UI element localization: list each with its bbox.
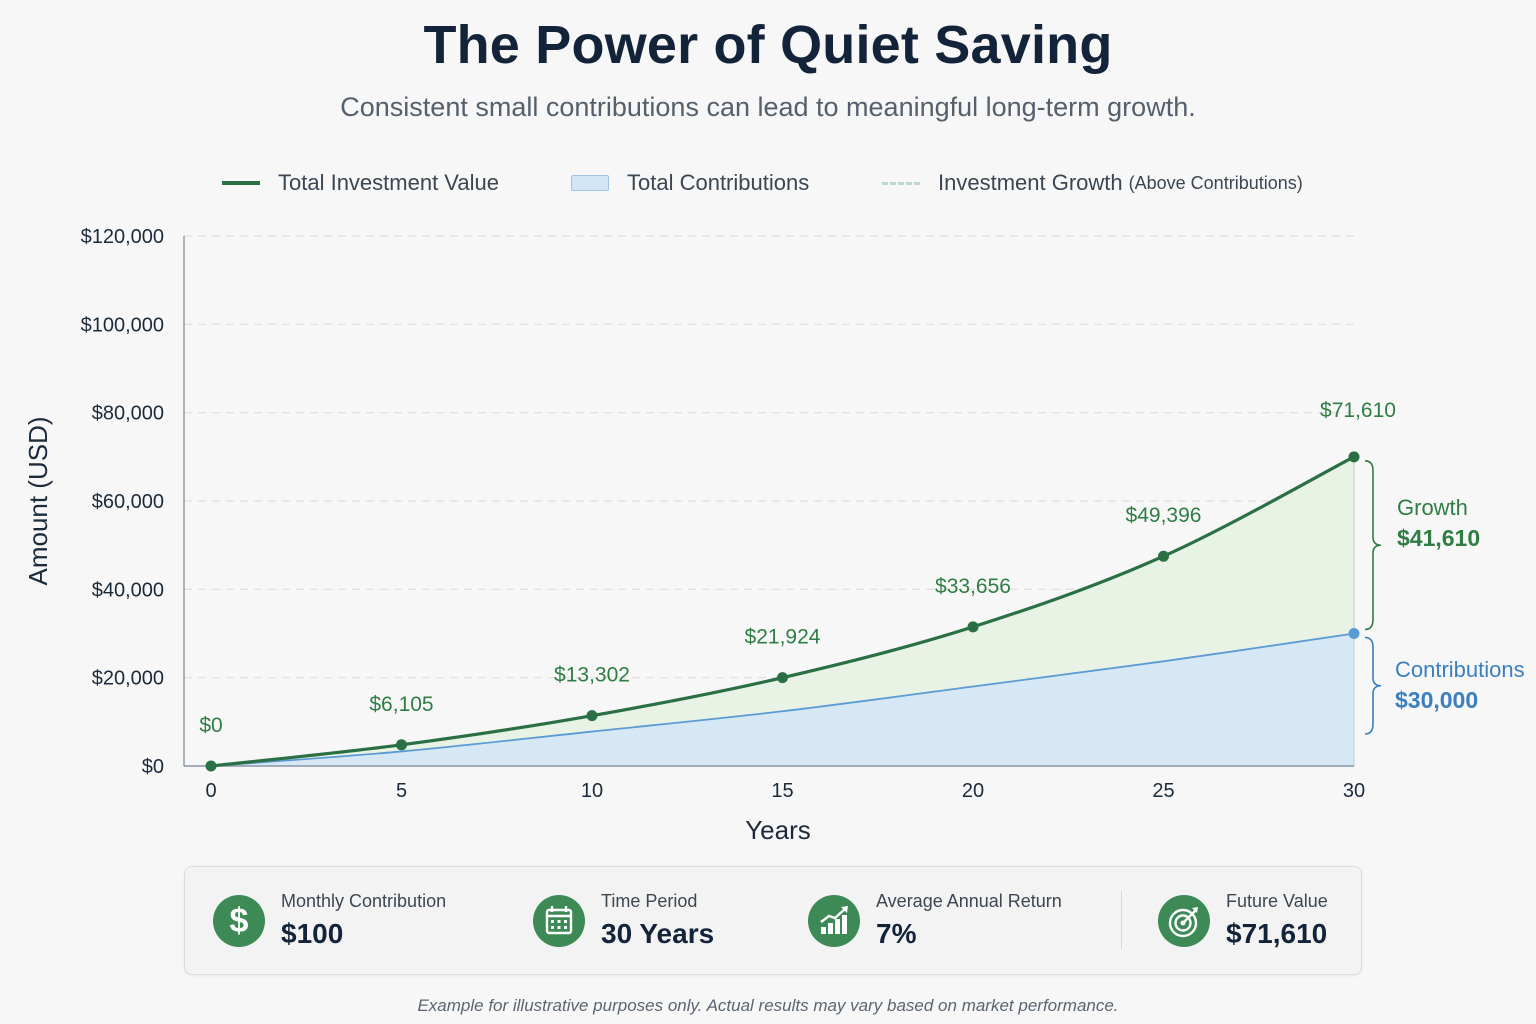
chart-area: $0 $20,000 $40,000 $60,000 $80,000 $100,000 $1… [23, 226, 1525, 845]
summary-monthly-value: $100 [281, 918, 344, 949]
y-tick-label: $40,000 [92, 579, 164, 601]
summary-period-label: Time Period [601, 891, 698, 911]
legend: Total Investment Value Total Contributio… [0, 168, 1536, 198]
legend-swatch-value [222, 181, 260, 185]
summary-period-value: 30 Years [601, 918, 715, 949]
value-point-label: $0 [199, 714, 222, 737]
legend-item-growth: Investment Growth (Above Contributions) [882, 168, 1303, 198]
summary-monthly-label: Monthly Contribution [281, 891, 447, 911]
summary-future: Future Value $71,610 [1158, 867, 1328, 974]
summary-return-label: Average Annual Return [876, 891, 1062, 911]
x-tick-label: 0 [205, 780, 216, 802]
legend-item-contributions: Total Contributions [571, 168, 809, 198]
growth-annotation-value: $41,610 [1397, 525, 1480, 551]
chart-subtitle: Consistent small contributions can lead … [340, 92, 1196, 122]
y-tick-label: $120,000 [81, 226, 164, 248]
y-tick-label: $0 [142, 756, 164, 778]
value-point-label: $49,396 [1126, 504, 1202, 527]
x-tick-label: 25 [1152, 780, 1174, 802]
contributions-line [210, 632, 1355, 767]
x-tick-label: 10 [581, 780, 603, 802]
footnote: Example for illustrative purposes only. … [417, 996, 1119, 1015]
summary-monthly: $ Monthly Contribution $100 [213, 867, 446, 974]
legend-item-value: Total Investment Value [222, 168, 499, 198]
growth-annotation-title: Growth [1397, 495, 1468, 520]
contributions-annotation-value: $30,000 [1395, 687, 1478, 713]
chart-title: The Power of Quiet Saving [423, 15, 1113, 75]
summary-future-value: $71,610 [1226, 918, 1328, 949]
x-tick-label: 5 [396, 780, 407, 802]
contributions-brace [1364, 636, 1382, 735]
y-tick-label: $80,000 [92, 403, 164, 425]
summary-period: Time Period 30 Years [533, 867, 714, 974]
summary-future-label: Future Value [1226, 891, 1328, 911]
svg-text:$: $ [230, 902, 249, 940]
growth-area [211, 456, 1354, 766]
contributions-annotation-title: Contributions [1395, 657, 1525, 682]
x-tick-label: 30 [1343, 780, 1365, 802]
contributions-area [211, 633, 1354, 766]
y-tick-label: $60,000 [92, 491, 164, 513]
legend-note-growth: (Above Contributions) [1128, 172, 1303, 193]
value-point [396, 739, 407, 751]
value-point-label: $71,610 [1320, 399, 1396, 422]
y-tick-label: $20,000 [92, 668, 164, 690]
value-point [205, 760, 217, 772]
x-tick-label: 20 [962, 780, 984, 802]
target-icon [1158, 894, 1210, 947]
growth-brace [1364, 460, 1382, 631]
value-point [967, 621, 979, 633]
legend-label-value: Total Investment Value [278, 170, 499, 195]
x-tick-label: 15 [771, 780, 793, 802]
calendar-icon [533, 894, 585, 947]
contributions-end-point [1348, 628, 1360, 639]
value-point [1158, 550, 1169, 562]
y-tick-label: $100,000 [81, 314, 164, 336]
summary-return-value: 7% [876, 918, 917, 949]
value-point [1348, 451, 1360, 463]
growth-chart-icon [808, 894, 860, 947]
value-point [586, 710, 598, 722]
summary-divider [1121, 891, 1122, 949]
legend-swatch-contributions [571, 175, 609, 191]
legend-swatch-growth [882, 181, 920, 185]
summary-return: Average Annual Return 7% [808, 867, 1062, 974]
y-axis-title: Amount (USD) [23, 416, 53, 585]
dollar-icon: $ [213, 894, 265, 947]
value-point-label: $6,105 [369, 693, 433, 716]
legend-label-growth: Investment Growth [938, 170, 1123, 195]
value-point-label: $21,924 [745, 626, 821, 649]
legend-label-contributions: Total Contributions [627, 170, 810, 195]
value-point-label: $33,656 [935, 575, 1011, 598]
x-axis-title: Years [745, 815, 811, 845]
value-point-label: $13,302 [554, 664, 630, 687]
summary-panel: $ Monthly Contribution $100 Time Period … [184, 866, 1362, 975]
value-point [777, 672, 788, 684]
